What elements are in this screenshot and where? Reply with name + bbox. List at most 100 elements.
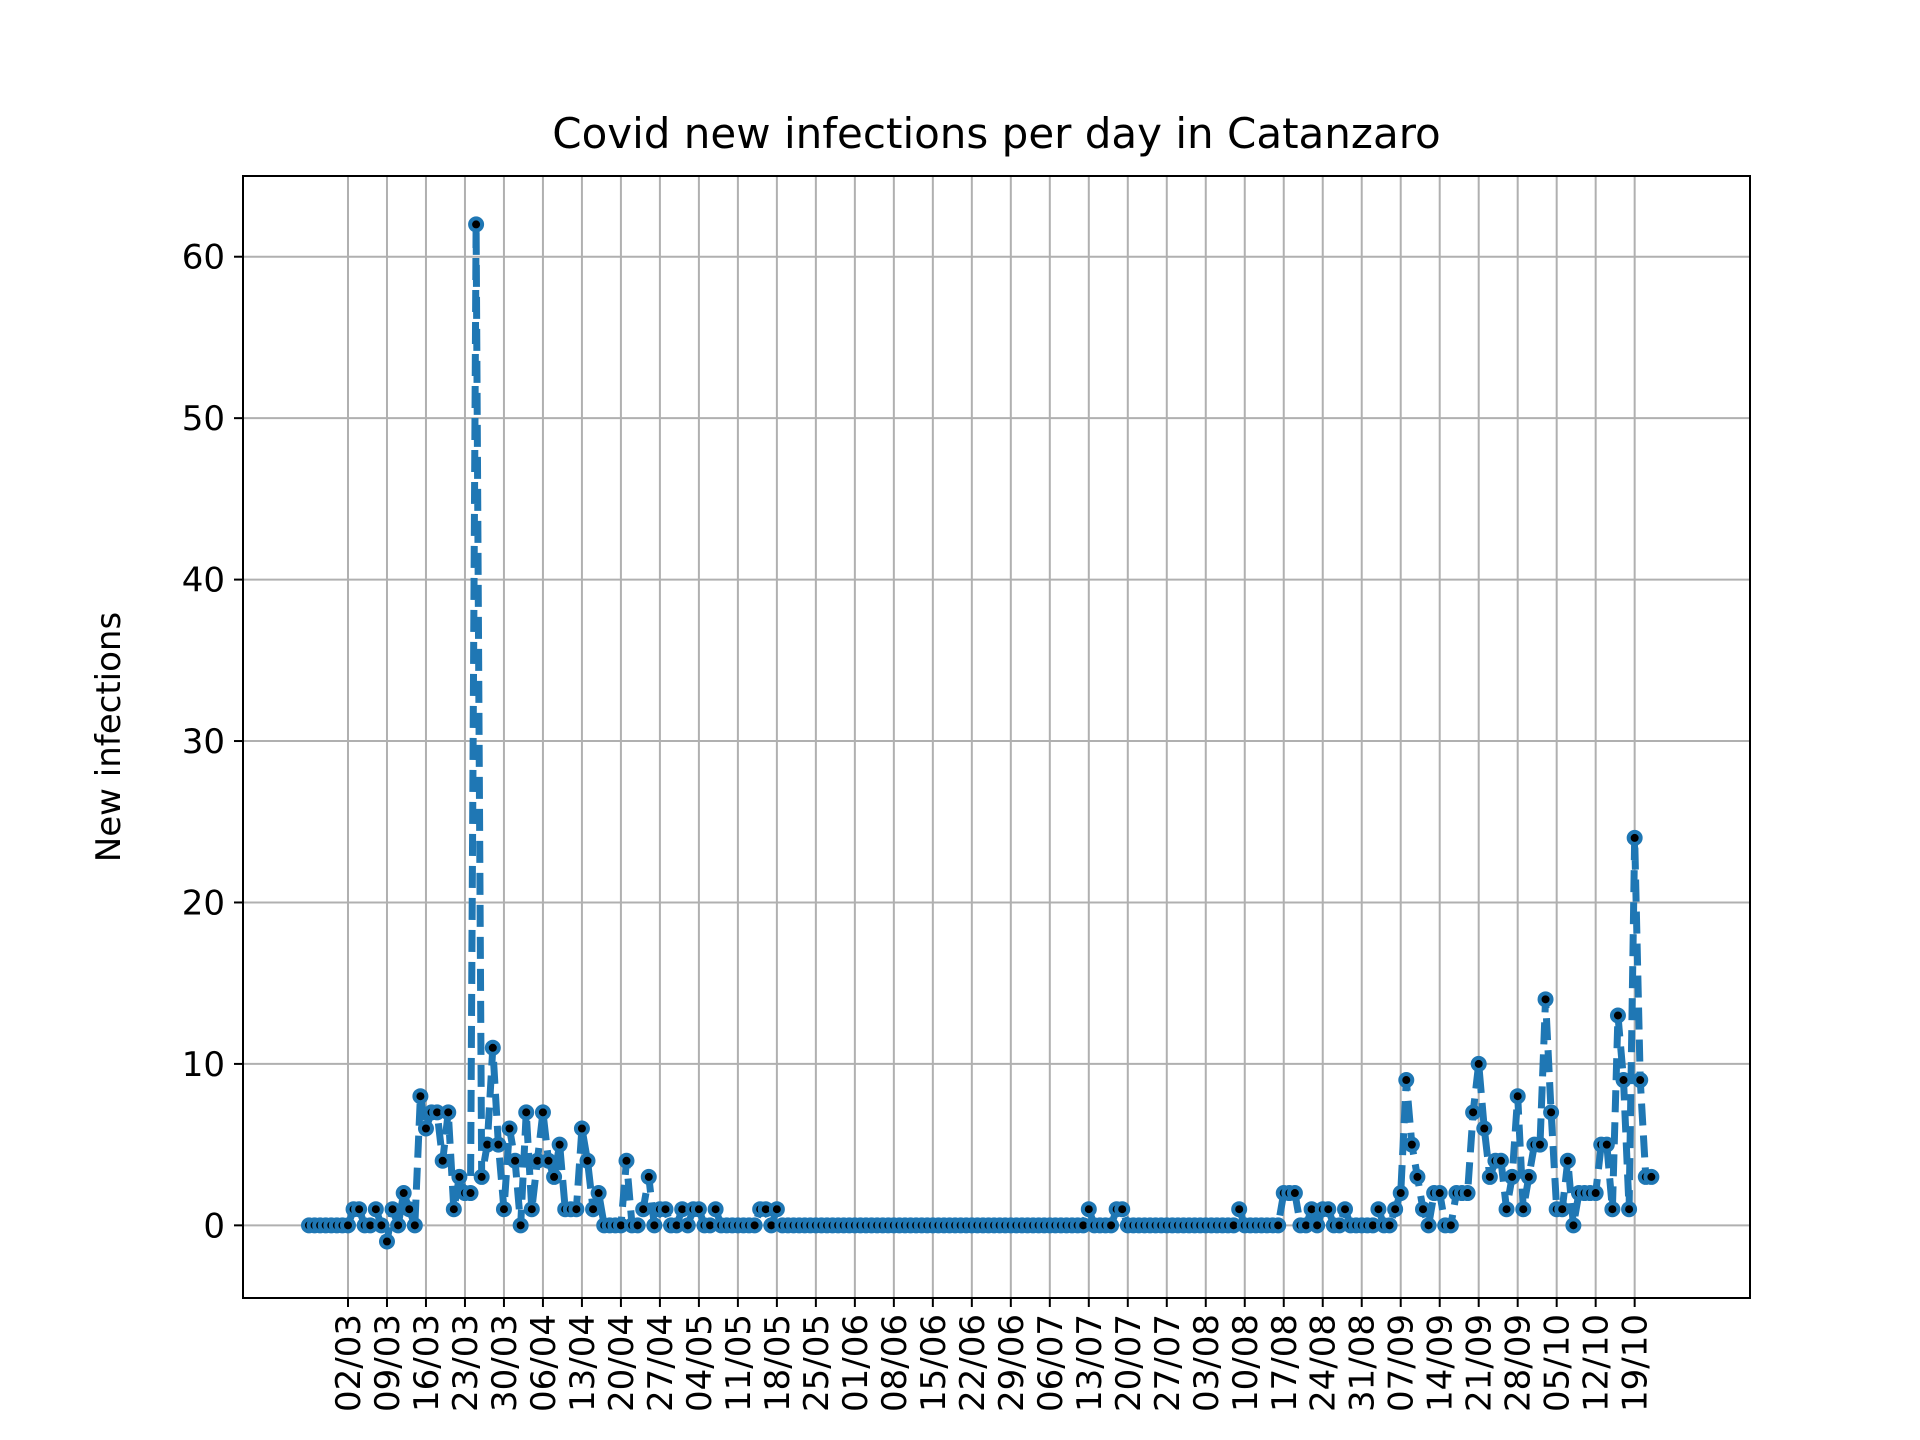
data-point: [1498, 1201, 1515, 1218]
data-point: [1609, 1007, 1626, 1024]
data-point: [523, 1201, 540, 1218]
data-point: [1587, 1185, 1604, 1202]
data-point: [1559, 1152, 1576, 1169]
data-point: [618, 1152, 635, 1169]
x-tick-label: 22/06: [953, 1314, 993, 1412]
data-point: [1286, 1185, 1303, 1202]
y-tick-label: 30: [182, 722, 225, 762]
x-tick-label: 28/09: [1499, 1314, 1539, 1412]
data-point: [512, 1217, 529, 1234]
y-axis: 0 10 20 30 40 50 60: [182, 238, 243, 1246]
x-tick-label: 27/07: [1148, 1314, 1188, 1412]
data-point: [1270, 1217, 1287, 1234]
data-point: [551, 1136, 568, 1153]
data-point: [646, 1217, 663, 1234]
plot-frame: [242, 175, 1751, 1299]
x-tick-label: 08/06: [875, 1314, 915, 1412]
data-point: [495, 1201, 512, 1218]
x-tick-label: 05/10: [1538, 1314, 1578, 1412]
x-tick-label: 13/04: [563, 1314, 603, 1412]
data-point: [390, 1217, 407, 1234]
data-point: [1080, 1201, 1097, 1218]
x-tick-label: 14/09: [1421, 1314, 1461, 1412]
data-point: [635, 1201, 652, 1218]
data-point: [579, 1152, 596, 1169]
data-point: [406, 1217, 423, 1234]
data-point: [1231, 1201, 1248, 1218]
data-point: [690, 1201, 707, 1218]
data-point: [507, 1152, 524, 1169]
x-tick-label: 06/07: [1031, 1314, 1071, 1412]
data-point: [1565, 1217, 1582, 1234]
data-point: [468, 216, 485, 233]
data-point: [417, 1120, 434, 1137]
x-tick-label: 19/10: [1616, 1314, 1656, 1412]
data-point: [412, 1088, 429, 1105]
data-point: [573, 1120, 590, 1137]
data-point: [1632, 1072, 1649, 1089]
data-point: [1337, 1201, 1354, 1218]
x-tick-label: 20/07: [1109, 1314, 1149, 1412]
data-point: [339, 1217, 356, 1234]
data-point: [1465, 1104, 1482, 1121]
data-point: [1320, 1201, 1337, 1218]
x-tick-label: 07/09: [1382, 1314, 1422, 1412]
x-tick-label: 01/06: [836, 1314, 876, 1412]
data-point: [473, 1168, 490, 1185]
x-tick-label: 11/05: [719, 1314, 759, 1412]
x-axis: 02/0309/0316/0323/0330/0306/0413/0420/04…: [329, 1298, 1656, 1412]
data-point: [395, 1185, 412, 1202]
data-point: [1543, 1104, 1560, 1121]
x-tick-label: 31/08: [1343, 1314, 1383, 1412]
data-point: [1409, 1168, 1426, 1185]
data-point: [1615, 1072, 1632, 1089]
data-point: [440, 1104, 457, 1121]
data-point: [351, 1201, 368, 1218]
x-tick-label: 23/03: [446, 1314, 486, 1412]
y-tick-label: 50: [182, 399, 225, 439]
data-point: [640, 1168, 657, 1185]
data-point: [1621, 1201, 1638, 1218]
y-tick-label: 60: [182, 238, 225, 278]
data-point: [1387, 1201, 1404, 1218]
data-point: [707, 1201, 724, 1218]
data-point: [1598, 1136, 1615, 1153]
y-tick-label: 10: [182, 1045, 225, 1085]
x-tick-label: 18/05: [758, 1314, 798, 1412]
data-point: [1537, 991, 1554, 1008]
data-point: [490, 1136, 507, 1153]
data-point: [1554, 1201, 1571, 1218]
x-tick-label: 25/05: [797, 1314, 837, 1412]
data-point: [1442, 1217, 1459, 1234]
data-point: [1520, 1168, 1537, 1185]
x-tick-label: 17/08: [1265, 1314, 1305, 1412]
x-tick-label: 27/04: [641, 1314, 681, 1412]
data-point: [657, 1201, 674, 1218]
data-point: [629, 1217, 646, 1234]
data-point: [1643, 1168, 1660, 1185]
data-point: [462, 1185, 479, 1202]
data-point: [451, 1168, 468, 1185]
data-point: [1370, 1201, 1387, 1218]
data-point: [518, 1104, 535, 1121]
data-point: [434, 1152, 451, 1169]
x-tick-label: 04/05: [680, 1314, 720, 1412]
data-point: [384, 1201, 401, 1218]
data-point: [1604, 1201, 1621, 1218]
data-point: [1392, 1185, 1409, 1202]
data-point: [534, 1104, 551, 1121]
data-point: [1381, 1217, 1398, 1234]
data-point: [590, 1185, 607, 1202]
x-tick-label: 15/06: [914, 1314, 954, 1412]
data-point: [1509, 1088, 1526, 1105]
x-tick-label: 13/07: [1070, 1314, 1110, 1412]
x-tick-label: 09/03: [368, 1314, 408, 1412]
data-point: [1626, 829, 1643, 846]
x-tick-label: 20/04: [602, 1314, 642, 1412]
data-point: [1459, 1185, 1476, 1202]
x-tick-label: 02/03: [329, 1314, 369, 1412]
x-tick-label: 30/03: [485, 1314, 525, 1412]
data-point: [746, 1217, 763, 1234]
